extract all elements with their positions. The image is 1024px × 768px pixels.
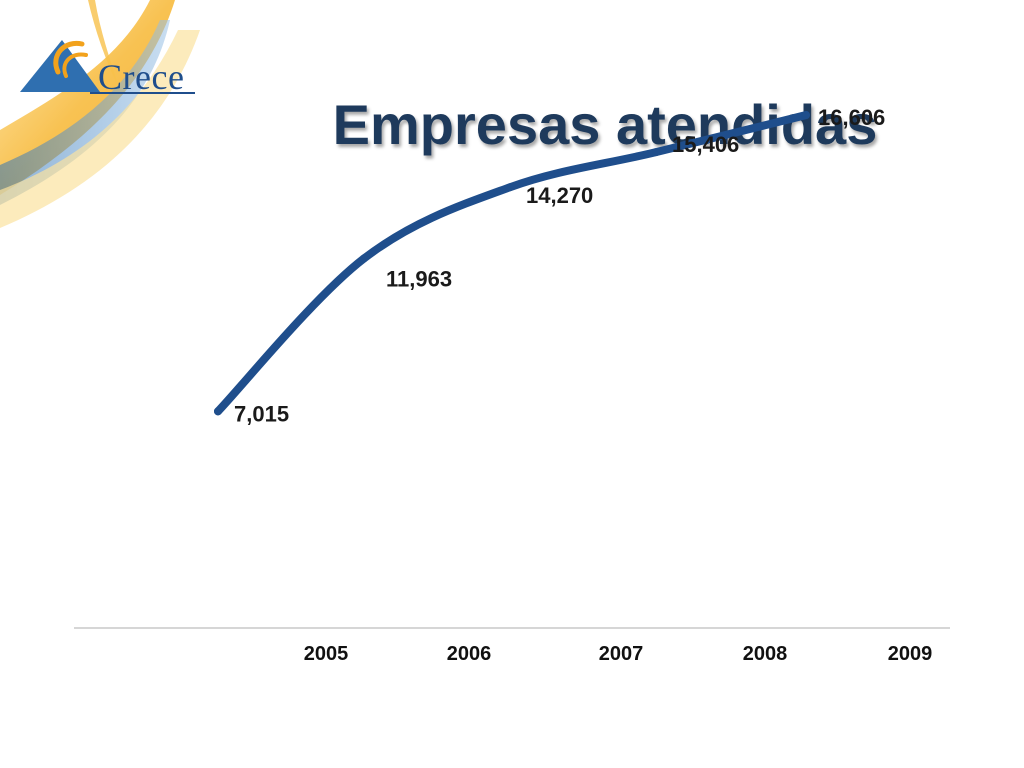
data-point-2005 [214,407,222,416]
logo-text: Crece [98,57,185,97]
x-tick-label-2005: 2005 [304,643,349,665]
x-tick-label-2009: 2009 [888,643,933,665]
data-point-2009 [802,111,810,120]
slide-title: Empresas atendidas [332,93,878,156]
data-label-2005: 7,015 [234,401,289,426]
data-point-2008 [652,148,660,157]
data-label-2009: 16,606 [818,105,885,130]
x-tick-label-2006: 2006 [447,643,492,665]
data-point-2007 [506,183,514,192]
x-tick-label-2008: 2008 [743,643,788,665]
data-label-2007: 14,270 [526,183,593,208]
data-point-2006 [360,254,368,263]
data-label-2006: 11,963 [386,266,452,291]
logo-swoosh [0,0,200,228]
data-label-2008: 15,406 [672,132,739,157]
series-line [214,111,810,416]
x-tick-label-2007: 2007 [599,643,644,665]
